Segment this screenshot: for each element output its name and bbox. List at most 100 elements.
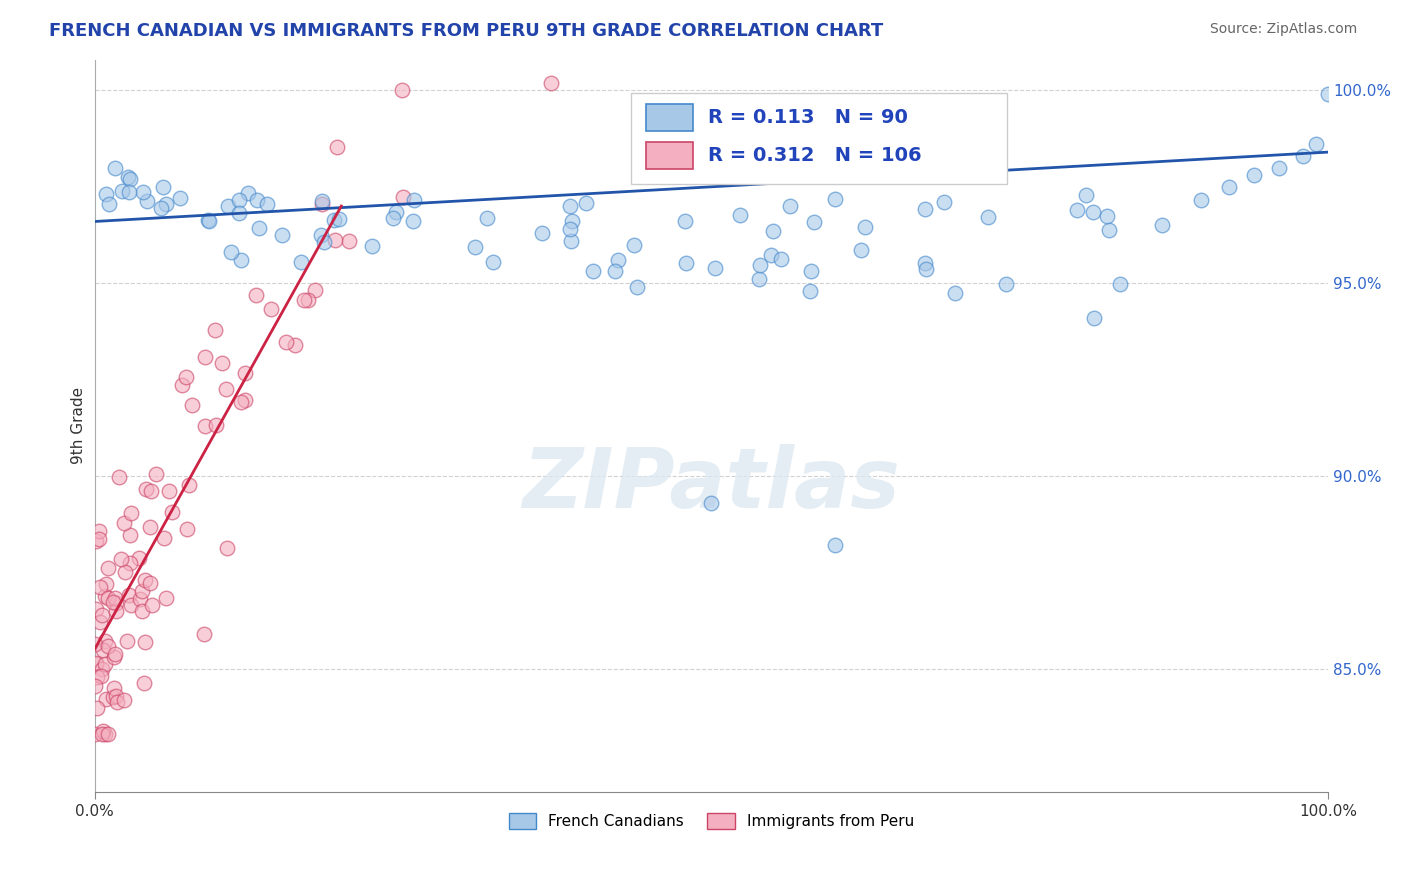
Point bbox=[1268, 161, 1291, 175]
Point bbox=[1095, 209, 1118, 223]
Point bbox=[381, 211, 404, 226]
Point bbox=[328, 212, 350, 227]
Point bbox=[575, 195, 598, 210]
Point bbox=[1218, 179, 1240, 194]
Point bbox=[104, 591, 127, 605]
Point bbox=[247, 221, 270, 235]
Point bbox=[103, 595, 125, 609]
Point bbox=[104, 648, 127, 662]
Point bbox=[118, 186, 141, 200]
Point bbox=[194, 418, 217, 433]
Legend: French Canadians, Immigrants from Peru: French Canadians, Immigrants from Peru bbox=[502, 807, 920, 836]
Text: ZIPatlas: ZIPatlas bbox=[523, 444, 900, 524]
Point bbox=[915, 261, 938, 276]
Point bbox=[233, 366, 256, 380]
Point bbox=[361, 239, 384, 253]
Point bbox=[606, 253, 628, 268]
Point bbox=[117, 169, 139, 184]
Point bbox=[93, 724, 115, 739]
Point bbox=[97, 591, 120, 606]
Point bbox=[180, 398, 202, 412]
Point bbox=[172, 377, 194, 392]
Point bbox=[145, 467, 167, 481]
Point bbox=[673, 213, 696, 227]
Point bbox=[385, 204, 408, 219]
Point bbox=[233, 392, 256, 407]
Point bbox=[120, 172, 142, 186]
Point bbox=[464, 240, 486, 254]
Point bbox=[205, 418, 228, 433]
Point bbox=[108, 469, 131, 483]
Point bbox=[101, 690, 124, 704]
Point bbox=[104, 690, 127, 704]
Point bbox=[93, 727, 115, 741]
Point bbox=[800, 263, 823, 277]
Point bbox=[314, 235, 336, 249]
Point bbox=[311, 197, 333, 211]
Point bbox=[94, 577, 117, 591]
Point bbox=[141, 483, 163, 498]
Point bbox=[304, 283, 326, 297]
Point bbox=[1098, 223, 1121, 237]
Text: R = 0.113   N = 90: R = 0.113 N = 90 bbox=[707, 108, 907, 127]
Point bbox=[1243, 168, 1265, 182]
Point bbox=[824, 192, 846, 206]
Point bbox=[217, 198, 239, 212]
Point bbox=[94, 187, 117, 202]
Point bbox=[120, 506, 142, 520]
FancyBboxPatch shape bbox=[645, 103, 693, 131]
Point bbox=[228, 206, 250, 220]
Point bbox=[228, 193, 250, 207]
Point bbox=[761, 248, 783, 262]
Point bbox=[134, 634, 156, 648]
Point bbox=[229, 253, 252, 268]
Point bbox=[118, 528, 141, 542]
Point bbox=[297, 293, 319, 307]
Point bbox=[914, 202, 936, 216]
Point bbox=[558, 222, 581, 236]
Point bbox=[129, 592, 152, 607]
Point bbox=[977, 210, 1000, 224]
Point bbox=[236, 186, 259, 200]
Point bbox=[152, 180, 174, 194]
Point bbox=[675, 256, 697, 270]
Point bbox=[853, 219, 876, 234]
Point bbox=[1305, 137, 1327, 152]
FancyBboxPatch shape bbox=[645, 142, 693, 169]
Point bbox=[561, 213, 583, 227]
Point bbox=[89, 580, 111, 594]
Point bbox=[626, 280, 648, 294]
Point bbox=[274, 335, 297, 350]
Point bbox=[311, 228, 333, 243]
Point bbox=[256, 197, 278, 211]
Point bbox=[118, 556, 141, 570]
Point bbox=[84, 656, 107, 670]
Point bbox=[198, 214, 221, 228]
Point bbox=[246, 193, 269, 207]
Point bbox=[337, 234, 360, 248]
Text: FRENCH CANADIAN VS IMMIGRANTS FROM PERU 9TH GRADE CORRELATION CHART: FRENCH CANADIAN VS IMMIGRANTS FROM PERU … bbox=[49, 22, 883, 40]
Point bbox=[134, 573, 156, 587]
Point bbox=[1081, 205, 1104, 219]
Point bbox=[311, 194, 333, 208]
Point bbox=[748, 258, 770, 272]
Point bbox=[160, 505, 183, 519]
Point bbox=[219, 245, 242, 260]
Point bbox=[89, 615, 111, 630]
Point bbox=[271, 227, 294, 242]
Point bbox=[582, 263, 605, 277]
Point bbox=[153, 531, 176, 545]
Point bbox=[603, 264, 626, 278]
Point bbox=[155, 197, 177, 211]
Point bbox=[83, 727, 105, 741]
Point bbox=[1292, 149, 1315, 163]
Point bbox=[194, 350, 217, 364]
Point bbox=[118, 588, 141, 602]
Point bbox=[217, 541, 239, 556]
Point bbox=[211, 355, 233, 369]
Point bbox=[392, 190, 415, 204]
Point bbox=[326, 139, 349, 153]
Point bbox=[169, 191, 191, 205]
Point bbox=[229, 394, 252, 409]
FancyBboxPatch shape bbox=[631, 93, 1008, 184]
